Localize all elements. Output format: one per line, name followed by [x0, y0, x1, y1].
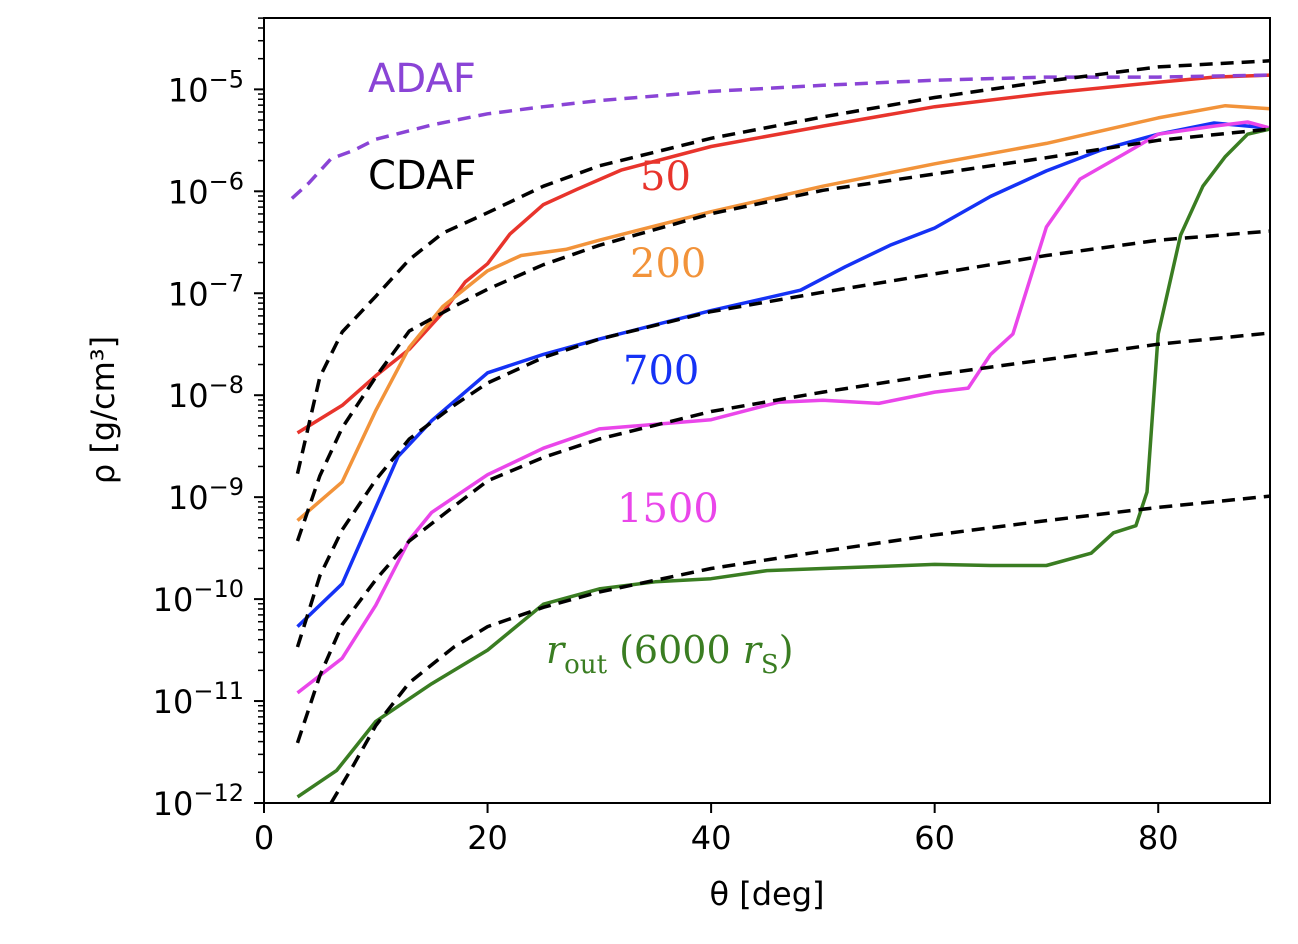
annotation-r200: 200 [630, 241, 706, 287]
series-line-cdaf-fit-50 [295, 59, 1271, 475]
series-line-rout-6000-rs [296, 127, 1271, 799]
annotation-r1500: 1500 [617, 486, 719, 532]
x-tick-label: 80 [1138, 819, 1179, 857]
y-tick-label: 10−8 [168, 371, 244, 415]
annotation-r50: 50 [640, 154, 691, 200]
series-layer [290, 59, 1271, 804]
y-tick-label: 10−7 [168, 269, 244, 313]
series-line-700 [296, 121, 1271, 628]
annotation-rout: rout (6000 rS) [546, 628, 794, 680]
x-tick-label: 20 [467, 819, 508, 857]
ticks-layer: 0 20 40 60 80 10−12 10−11 10−10 10−9 10−8 10−7 10−6… [153, 17, 1179, 857]
annotation-r700: 700 [623, 348, 699, 394]
series-line-cdaf-fit-1500 [295, 331, 1271, 744]
x-tick-label: 60 [914, 819, 955, 857]
y-tick-label: 10−10 [153, 575, 244, 619]
series-line-adaf [290, 73, 1271, 200]
series-line-cdaf-fit-700 [295, 229, 1271, 648]
series-line-200 [296, 103, 1271, 522]
y-tick-label: 10−9 [168, 473, 244, 517]
annotation-cdaf: CDAF [368, 153, 476, 199]
y-tick-label: 10−6 [168, 167, 244, 211]
annotation-adaf: ADAF [368, 56, 476, 102]
x-axis-label: θ [deg] [709, 875, 824, 913]
x-tick-label: 0 [254, 819, 274, 857]
y-axis-label: ρ [g/cm³] [84, 336, 122, 484]
series-line-1500 [296, 120, 1271, 695]
series-line-50 [296, 73, 1271, 435]
x-tick-label: 40 [691, 819, 732, 857]
series-line-cdaf-fit-rout [329, 494, 1271, 804]
y-tick-label: 10−5 [168, 65, 244, 109]
y-tick-label: 10−11 [153, 677, 244, 721]
series-line-cdaf-fit-200 [295, 127, 1271, 542]
y-tick-label: 10−12 [153, 779, 244, 823]
